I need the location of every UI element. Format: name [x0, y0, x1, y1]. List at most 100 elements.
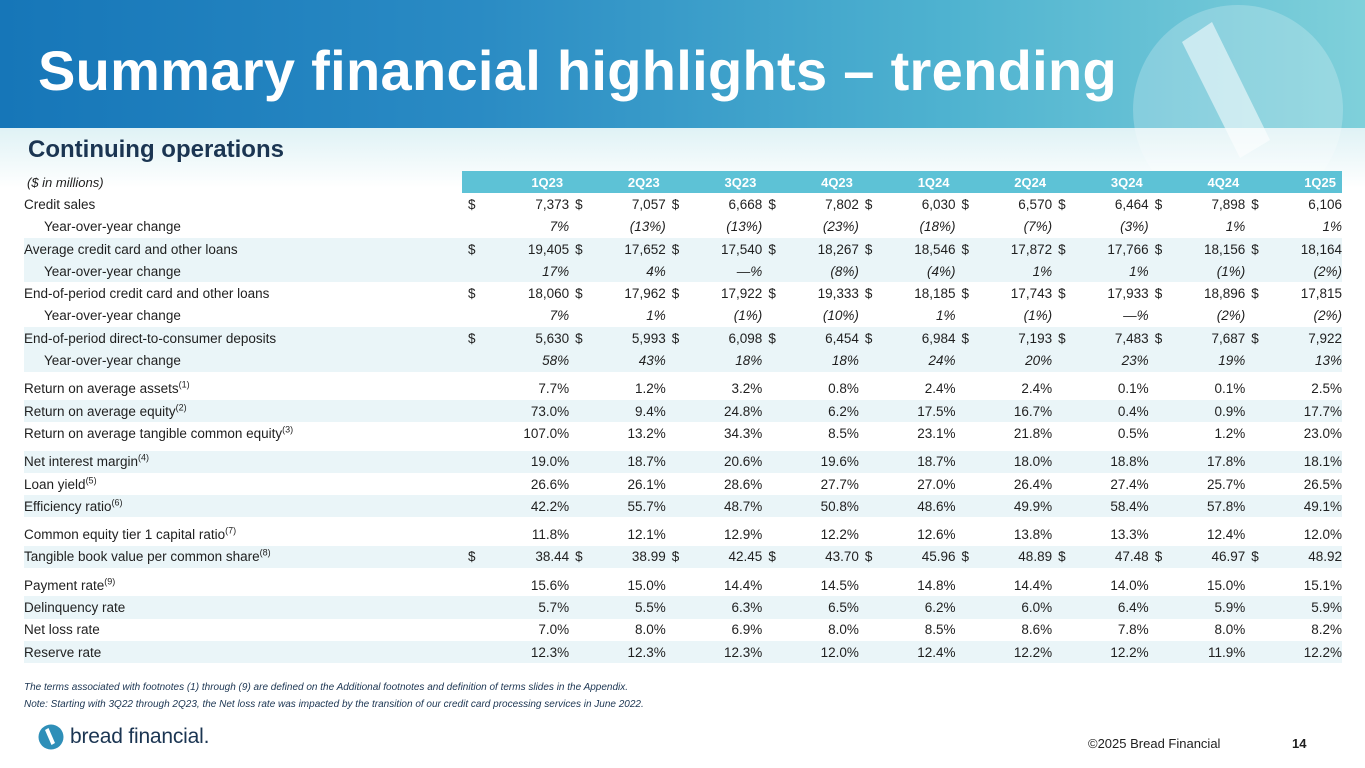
row-label-text: Credit sales: [24, 196, 96, 212]
value-text: 18.7%: [627, 454, 666, 470]
row-label: Loan yield(5): [24, 473, 462, 495]
value-text: 5.7%: [538, 599, 570, 615]
table-row: Credit sales $7,373 $7,057 $6,668 $7,802 $6,0…: [24, 193, 1342, 215]
value-text: 13%: [1314, 353, 1342, 369]
table-row: Year-over-year change 17% 4% —% (8%) (4%) 1% 1%…: [24, 260, 1342, 283]
value-text: 18,546: [914, 241, 956, 257]
value-cell: 7.0%: [462, 619, 569, 641]
value-text: 17%: [542, 263, 570, 279]
value-cell: $17,872: [955, 237, 1053, 261]
value-text: 57.8%: [1207, 498, 1246, 514]
column-header: 4Q24: [1148, 171, 1246, 194]
value-cell: $46.97: [1148, 545, 1246, 569]
value-cell: 12.3%: [665, 640, 763, 664]
value-cell: 20.6%: [665, 450, 763, 473]
value-text: 7,057: [631, 196, 666, 212]
value-text: 0.9%: [1214, 403, 1246, 419]
currency-symbol: $: [864, 286, 873, 302]
table-row: Year-over-year change 7% (13%) (13%) (23%) (1…: [24, 216, 1342, 238]
value-text: (7%): [1023, 219, 1053, 235]
currency-symbol: $: [575, 286, 583, 302]
value-cell: $47.48: [1052, 545, 1149, 569]
value-text: 6.4%: [1117, 599, 1149, 615]
value-text: 24%: [928, 353, 956, 369]
value-cell: 17.7%: [1245, 399, 1342, 423]
table-row: Payment rate(9) 15.6% 15.0% 14.4% 14.5% 14.8%…: [24, 574, 1342, 596]
section-title: Continuing operations: [28, 136, 284, 163]
value-text: 6,984: [921, 330, 956, 346]
value-text: 12.1%: [627, 527, 666, 543]
value-text: 5.5%: [634, 599, 666, 615]
value-cell: —%: [665, 260, 763, 283]
value-cell: 13.8%: [956, 523, 1052, 545]
value-cell: 5.9%: [1148, 596, 1246, 619]
value-cell: 11.9%: [1148, 640, 1246, 664]
value-cell: 0.8%: [762, 378, 859, 400]
value-text: 18%: [735, 353, 763, 369]
currency-symbol: $: [468, 286, 476, 302]
currency-symbol: $: [671, 196, 680, 212]
value-text: 20%: [1025, 353, 1053, 369]
value-cell: 1%: [1052, 260, 1149, 283]
value-cell: 27.0%: [859, 473, 955, 495]
value-cell: 15.1%: [1245, 574, 1342, 596]
value-cell: (18%): [859, 216, 955, 238]
row-label: Tangible book value per common share(8): [24, 545, 462, 569]
value-cell: 23%: [1052, 349, 1149, 372]
value-cell: 1.2%: [569, 378, 666, 400]
currency-symbol: $: [468, 549, 476, 565]
value-text: 50.8%: [820, 498, 859, 514]
value-text: 73.0%: [530, 403, 570, 419]
currency-symbol: $: [1058, 549, 1066, 565]
value-text: 1%: [1032, 263, 1053, 279]
value-cell: 48.7%: [665, 495, 763, 518]
value-text: 1%: [935, 308, 956, 324]
value-text: (2%): [1313, 263, 1342, 279]
value-text: 48.92: [1308, 549, 1342, 565]
value-text: 48.89: [1018, 549, 1053, 565]
value-cell: 5.7%: [462, 596, 570, 619]
value-text: 4%: [646, 263, 666, 279]
table-body: Credit sales $7,373 $7,057 $6,668 $7,802 $6,0…: [24, 193, 1342, 664]
header-band: [0, 0, 1365, 130]
note-text: Note: Starting with 3Q22 through 2Q23, t…: [24, 699, 644, 710]
value-text: 6,668: [728, 196, 763, 212]
value-text: 15.0%: [1207, 577, 1246, 593]
currency-symbol: $: [1154, 196, 1163, 212]
footnote-ref: (3): [282, 424, 294, 435]
value-cell: 1%: [1245, 216, 1342, 238]
currency-symbol: $: [671, 241, 680, 257]
currency-symbol: $: [961, 330, 970, 346]
value-text: 17,743: [1010, 286, 1053, 302]
value-cell: $5,630: [462, 327, 570, 350]
value-text: 18,185: [914, 286, 956, 302]
value-cell: $48.92: [1245, 545, 1342, 569]
value-text: (1%): [733, 308, 763, 324]
value-text: 1%: [646, 308, 666, 324]
value-cell: 5.9%: [1245, 596, 1342, 619]
value-cell: 42.2%: [462, 495, 570, 518]
value-text: 11.8%: [531, 527, 570, 543]
value-cell: 2.4%: [859, 378, 956, 400]
row-label: End-of-period direct-to-consumer deposit…: [24, 327, 462, 350]
value-text: 6,464: [1114, 196, 1149, 212]
row-label: Reserve rate: [24, 640, 462, 664]
row-label: Year-over-year change: [24, 349, 462, 372]
value-cell: $7,193: [955, 327, 1053, 350]
value-cell: 15.6%: [462, 574, 569, 596]
value-text: 12.4%: [917, 644, 956, 660]
row-label-text: End-of-period credit card and other loan…: [24, 286, 270, 302]
value-cell: $18,267: [762, 237, 859, 261]
currency-symbol: $: [575, 549, 583, 565]
currency-symbol: $: [1251, 286, 1259, 302]
value-text: 23%: [1121, 353, 1149, 369]
column-header: 1Q25: [1245, 171, 1342, 194]
value-cell: $42.45: [665, 545, 763, 569]
value-cell: $5,993: [569, 327, 666, 350]
row-label: End-of-period credit card and other loan…: [24, 282, 462, 304]
row-label-text: Efficiency ratio: [24, 498, 112, 514]
row-label: Year-over-year change: [24, 260, 462, 283]
value-cell: 13.3%: [1052, 523, 1148, 545]
value-text: 18.0%: [1013, 454, 1053, 470]
value-cell: 49.1%: [1245, 495, 1342, 518]
